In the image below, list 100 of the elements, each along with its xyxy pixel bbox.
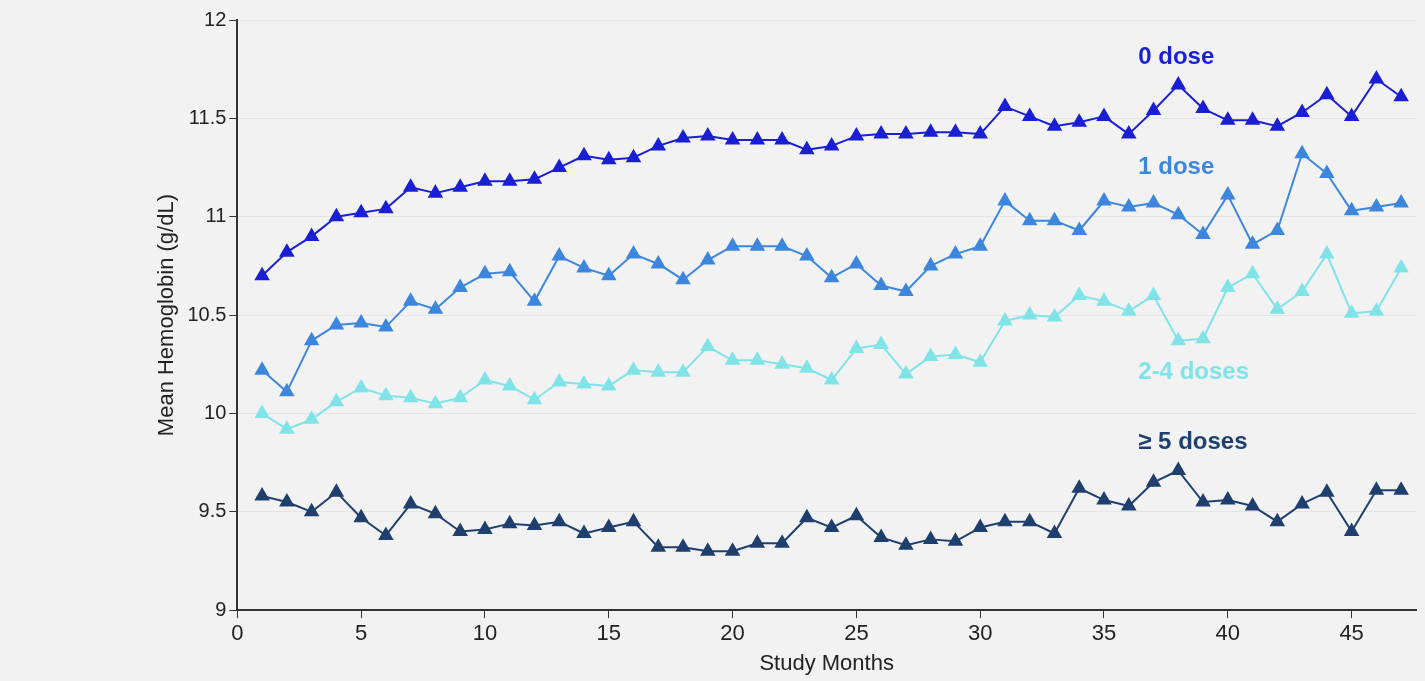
- x-tick-label: 35: [1091, 620, 1117, 646]
- y-tick-label: 10.5: [187, 302, 227, 325]
- point: [576, 259, 592, 273]
- point: [304, 228, 319, 241]
- point: [527, 171, 542, 184]
- point: [1295, 283, 1310, 296]
- point: [279, 494, 294, 507]
- point: [1220, 187, 1235, 200]
- point: [1220, 279, 1235, 293]
- point: [1319, 86, 1334, 100]
- point: [824, 519, 839, 533]
- point: [1369, 71, 1384, 84]
- point: [1270, 118, 1285, 131]
- point: [799, 141, 814, 155]
- point: [552, 248, 567, 261]
- point: [576, 375, 592, 389]
- point: [1022, 307, 1037, 320]
- point: [700, 543, 715, 556]
- point: [997, 193, 1013, 206]
- point: [279, 244, 294, 257]
- point: [1096, 193, 1112, 206]
- point: [651, 255, 666, 269]
- point: [1121, 126, 1136, 139]
- point: [255, 405, 270, 418]
- point: [378, 318, 393, 332]
- point: [453, 179, 468, 192]
- point: [403, 495, 418, 509]
- point: [552, 513, 567, 527]
- point: [403, 179, 418, 192]
- point: [1220, 112, 1235, 125]
- point: [675, 364, 691, 377]
- point: [923, 531, 938, 544]
- point: [1245, 497, 1260, 511]
- x-tick-label: 20: [720, 620, 745, 646]
- x-tick-label: 0: [231, 620, 244, 646]
- x-tick-label: 45: [1339, 620, 1364, 646]
- point: [502, 263, 517, 277]
- point: [750, 132, 765, 145]
- point: [898, 126, 913, 139]
- point: [675, 539, 691, 552]
- point: [799, 360, 814, 373]
- point: [255, 362, 270, 375]
- point: [378, 387, 393, 401]
- point: [725, 543, 740, 556]
- point: [948, 346, 963, 359]
- point: [502, 377, 517, 391]
- point: [874, 277, 889, 291]
- point: [675, 271, 691, 285]
- point: [700, 338, 715, 352]
- point: [403, 389, 418, 403]
- point: [948, 533, 963, 546]
- point: [1195, 100, 1211, 114]
- point: [775, 535, 790, 548]
- point: [428, 301, 443, 314]
- point: [453, 389, 468, 403]
- point: [1344, 305, 1359, 318]
- point: [354, 314, 369, 328]
- point: [477, 173, 493, 186]
- point: [626, 149, 641, 163]
- point: [552, 159, 567, 173]
- point: [775, 132, 790, 145]
- point: [1295, 495, 1310, 509]
- point: [1270, 513, 1285, 527]
- point: [1295, 104, 1310, 117]
- point: [1072, 480, 1087, 493]
- point: [576, 525, 592, 538]
- point: [255, 267, 270, 281]
- point: [898, 283, 913, 296]
- point: [973, 238, 988, 251]
- point: [997, 98, 1013, 112]
- point: [1245, 236, 1260, 249]
- point: [1146, 194, 1161, 208]
- x-tick-label: 15: [596, 620, 621, 646]
- point: [1072, 287, 1087, 300]
- point: [1072, 222, 1087, 236]
- point: [1195, 226, 1211, 239]
- point: [1146, 102, 1161, 115]
- point: [428, 505, 443, 519]
- point: [601, 519, 616, 533]
- point: [428, 185, 443, 198]
- y-tick-label: 9.5: [198, 499, 227, 522]
- point: [1047, 212, 1062, 226]
- point: [1369, 482, 1384, 495]
- point: [1344, 202, 1359, 216]
- point: [874, 126, 889, 139]
- point: [304, 332, 319, 346]
- point: [1245, 112, 1260, 125]
- point: [849, 340, 864, 354]
- point: [651, 539, 666, 552]
- point: [527, 391, 542, 405]
- point: [775, 238, 790, 251]
- point: [1319, 484, 1334, 497]
- point: [428, 395, 443, 409]
- point: [700, 252, 715, 265]
- point: [1072, 114, 1087, 127]
- point: [725, 132, 740, 145]
- point: [725, 352, 740, 365]
- point: [1096, 492, 1112, 505]
- point: [948, 124, 963, 137]
- y-axis-title: Mean Hemoglobin (g/dL): [153, 194, 179, 437]
